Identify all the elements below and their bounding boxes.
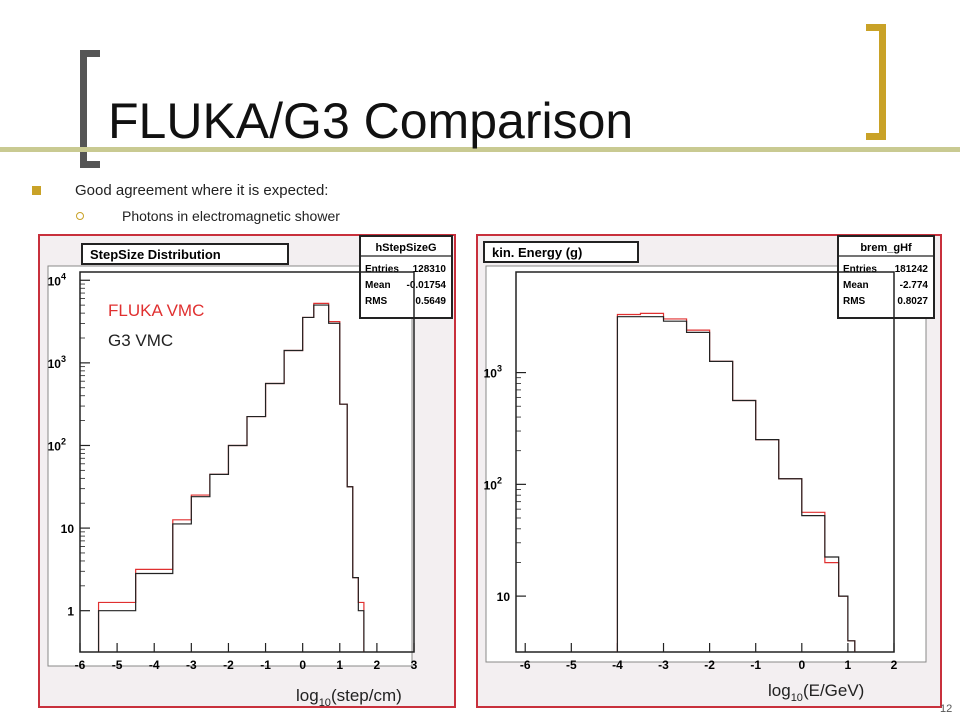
y-tick-label: 102 xyxy=(48,436,66,453)
y-tick-label: 103 xyxy=(484,364,502,381)
chart-title-box xyxy=(483,241,639,263)
y-tick-label: 102 xyxy=(484,475,502,492)
plot-area xyxy=(47,265,413,667)
bullet-text: Good agreement where it is expected: xyxy=(75,182,329,199)
chart-title: kin. Energy (g) xyxy=(492,245,582,260)
stats-label: Entries xyxy=(843,264,877,275)
stats-label: Mean xyxy=(843,280,869,291)
sub-bullet-text: Photons in electromagnetic shower xyxy=(122,208,340,224)
slide-title: FLUKA/G3 Comparison xyxy=(108,93,634,149)
y-tick-label: 10 xyxy=(61,522,75,536)
sub-bullet-circle-icon xyxy=(76,212,84,220)
x-tick-label: -3 xyxy=(658,658,669,672)
x-axis-label: log10(step/cm) xyxy=(296,686,402,708)
stats-label: RMS xyxy=(843,296,866,307)
stats-label: Mean xyxy=(365,280,391,291)
chart-title: StepSize Distribution xyxy=(90,247,221,262)
stats-frame xyxy=(837,235,935,319)
x-tick-label: -1 xyxy=(750,658,761,672)
x-tick-label: 0 xyxy=(299,658,306,672)
chart-title-box xyxy=(81,243,289,265)
x-tick-label: -6 xyxy=(75,658,86,672)
stats-name: hStepSizeG xyxy=(375,242,436,254)
stats-value: -0.01754 xyxy=(407,280,447,291)
stats-label: RMS xyxy=(365,296,388,307)
x-tick-label: 1 xyxy=(845,658,852,672)
axes-frame xyxy=(79,271,415,653)
series-g3-line xyxy=(616,316,856,652)
x-tick-label: -6 xyxy=(520,658,531,672)
legend-g3: G3 VMC xyxy=(108,331,173,350)
x-axis-label: log10(E/GeV) xyxy=(768,681,864,704)
stats-value: 0.5649 xyxy=(415,296,446,307)
stats-name: brem_gHf xyxy=(860,242,912,254)
y-tick-label: 103 xyxy=(48,354,66,371)
title-rule xyxy=(0,147,960,152)
x-tick-label: -2 xyxy=(704,658,715,672)
plot-area xyxy=(485,265,927,663)
stats-value: 181242 xyxy=(895,264,929,275)
bullet-square-icon xyxy=(32,186,41,195)
kin-energy-chart: kin. Energy (g) brem_gHf Entries 181242 Mea… xyxy=(476,234,942,708)
stats-label: Entries xyxy=(365,264,399,275)
x-tick-label: -3 xyxy=(186,658,197,672)
x-tick-label: 3 xyxy=(411,658,418,672)
x-tick-label: -4 xyxy=(612,658,623,672)
legend-fluka: FLUKA VMC xyxy=(108,301,204,320)
x-tick-label: -4 xyxy=(149,658,160,672)
x-tick-label: 1 xyxy=(336,658,343,672)
series-g3-line xyxy=(97,304,365,652)
x-tick-label: -5 xyxy=(566,658,577,672)
stats-box: hStepSizeG Entries 128310 Mean -0.01754 RMS 0.… xyxy=(359,235,453,319)
y-tick-label: 1 xyxy=(67,605,74,619)
x-tick-label: -5 xyxy=(112,658,123,672)
stats-value: 0.8027 xyxy=(897,296,928,307)
right-bracket-decoration xyxy=(866,24,886,140)
x-tick-label: 0 xyxy=(798,658,805,672)
stats-value: 128310 xyxy=(413,264,447,275)
y-tick-label: 10 xyxy=(497,590,511,604)
stats-box: brem_gHf Entries 181242 Mean -2.774 RMS 0.8027 xyxy=(837,235,935,319)
x-tick-label: -2 xyxy=(223,658,234,672)
left-bracket-decoration xyxy=(80,50,100,168)
stepsize-chart: StepSize Distribution hStepSizeG Entries 1… xyxy=(38,234,456,708)
axes-frame xyxy=(515,271,895,653)
stats-frame xyxy=(359,235,453,319)
page-number: 12 xyxy=(940,703,953,715)
stats-value: -2.774 xyxy=(900,280,929,291)
x-tick-label: 2 xyxy=(374,658,381,672)
x-tick-label: -1 xyxy=(260,658,271,672)
y-tick-label: 104 xyxy=(48,271,66,288)
x-tick-label: 2 xyxy=(891,658,898,672)
